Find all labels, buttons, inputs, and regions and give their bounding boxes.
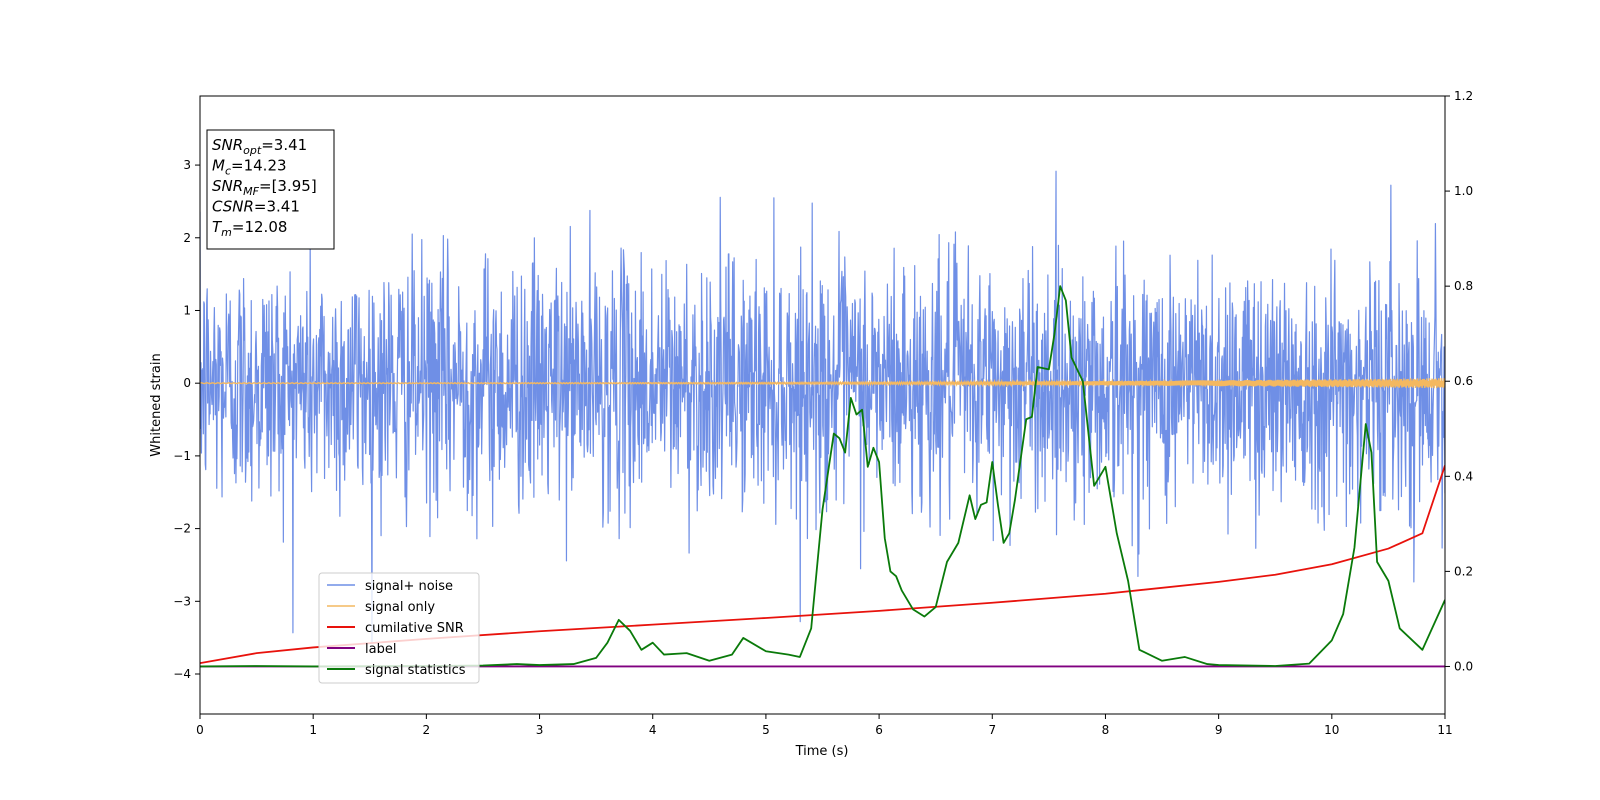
y-left-tick-label: −4 (173, 667, 191, 681)
y-axis-label-left: Whitened strain (149, 353, 164, 456)
x-axis-label: Time (s) (795, 744, 849, 759)
annotation-box: SNRopt=3.41Mc=14.23SNRMF=[3.95]CSNR=3.41… (206, 129, 335, 250)
y-right-tick-label: 1.2 (1454, 89, 1473, 103)
plot-frame (199, 95, 1446, 715)
x-tick-label: 0 (196, 723, 204, 737)
legend-label: signal only (365, 600, 435, 615)
x-tick-label: 10 (1324, 723, 1339, 737)
y-right-tick-label: 0.2 (1454, 564, 1473, 578)
x-tick-label: 1 (309, 723, 317, 737)
y-left-tick-label: 0 (183, 376, 191, 390)
legend-frame (318, 572, 480, 684)
y-left-tick-label: −3 (173, 594, 191, 608)
series-signal-noise (200, 170, 1445, 643)
legend-label: signal+ noise (365, 579, 453, 594)
x-tick-label: 9 (1215, 723, 1223, 737)
y-left-tick-label: −1 (173, 449, 191, 463)
y-axis-left: −4 −3 −2 −1 0 1 2 3 (173, 158, 200, 681)
annotation-line: Tm=12.08 (212, 218, 287, 239)
annotation-line: SNRMF=[3.95] (212, 177, 317, 198)
y-right-tick-label: 0.0 (1454, 659, 1473, 673)
x-tick-label: 4 (649, 723, 657, 737)
legend: signal+ noise signal only cumilative SNR la… (318, 572, 480, 684)
x-tick-label: 3 (536, 723, 544, 737)
x-tick-label: 5 (762, 723, 770, 737)
legend-label: label (365, 642, 396, 657)
y-right-tick-label: 1.0 (1454, 184, 1473, 198)
y-left-tick-label: −2 (173, 522, 191, 536)
legend-label: signal statistics (365, 663, 466, 678)
y-right-tick-label: 0.4 (1454, 469, 1473, 483)
x-tick-label: 8 (1102, 723, 1110, 737)
y-axis-right: 0.0 0.2 0.4 0.6 0.8 1.0 1.2 (1445, 89, 1473, 673)
y-left-tick-label: 1 (183, 303, 191, 317)
y-right-tick-label: 0.6 (1454, 374, 1473, 388)
x-tick-label: 2 (423, 723, 431, 737)
annotation-line: Mc=14.23 (212, 157, 287, 178)
series-signal-statistics (200, 285, 1445, 668)
y-left-tick-label: 2 (183, 231, 191, 245)
series-signal-only (200, 378, 1445, 389)
x-axis: 0 1 2 3 4 5 6 7 8 9 10 11 (196, 714, 1453, 737)
annotation-frame (206, 129, 335, 250)
x-tick-label: 6 (875, 723, 883, 737)
y-right-tick-label: 0.8 (1454, 279, 1473, 293)
y-left-tick-label: 3 (183, 158, 191, 172)
annotation-line: CSNR=3.41 (212, 198, 300, 216)
legend-label: cumilative SNR (365, 621, 464, 636)
annotation-line: SNRopt=3.41 (212, 136, 307, 157)
x-tick-label: 7 (988, 723, 996, 737)
x-tick-label: 11 (1437, 723, 1452, 737)
